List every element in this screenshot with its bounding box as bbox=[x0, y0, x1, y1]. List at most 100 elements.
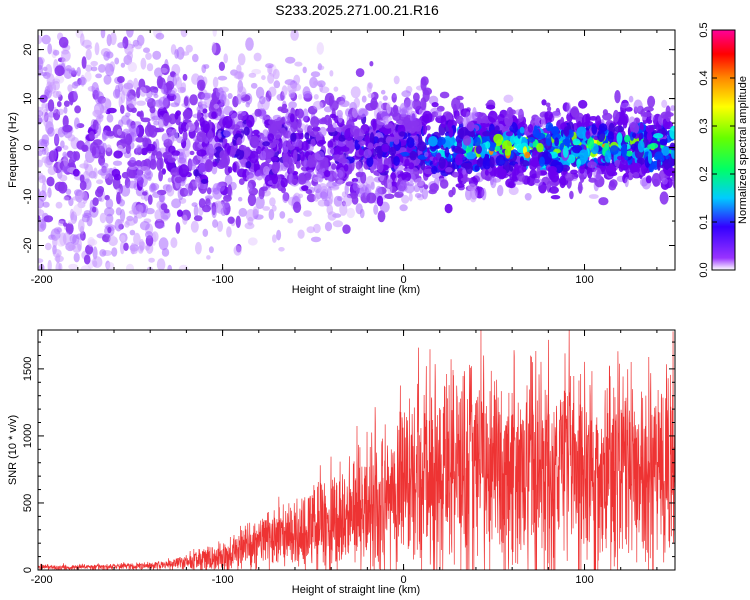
heatmap-cell bbox=[213, 103, 220, 109]
heatmap-cell bbox=[355, 171, 364, 178]
heatmap-cell bbox=[123, 128, 130, 135]
heatmap-cell bbox=[153, 93, 159, 99]
heatmap-cell bbox=[136, 87, 141, 99]
heatmap-cell bbox=[338, 100, 346, 107]
heatmap-cell bbox=[585, 130, 591, 140]
heatmap-cell bbox=[227, 93, 233, 99]
heatmap-cell bbox=[149, 158, 157, 170]
heatmap-cell bbox=[238, 196, 243, 202]
heatmap-cell bbox=[114, 57, 120, 65]
heatmap-cell bbox=[412, 99, 421, 110]
heatmap-cell bbox=[139, 241, 146, 251]
heatmap-cell bbox=[319, 191, 328, 199]
heatmap-cell bbox=[367, 92, 375, 99]
heatmap-cell bbox=[659, 138, 668, 146]
heatmap-cell bbox=[519, 126, 525, 134]
heatmap-cell bbox=[489, 156, 495, 169]
heatmap-cell bbox=[428, 136, 438, 147]
heatmap-cell bbox=[628, 95, 634, 103]
heatmap-cell bbox=[272, 139, 280, 145]
heatmap-cell bbox=[625, 150, 633, 157]
heatmap-cell bbox=[332, 181, 342, 187]
heatmap-cell bbox=[652, 178, 660, 187]
heatmap-cell bbox=[143, 47, 150, 53]
heatmap-cell bbox=[120, 62, 126, 68]
heatmap-cell bbox=[238, 145, 247, 151]
heatmap-cell bbox=[354, 128, 365, 141]
heatmap-cell bbox=[73, 151, 81, 161]
heatmap-cell bbox=[158, 237, 169, 251]
heatmap-cell bbox=[140, 147, 148, 156]
heatmap-cell bbox=[116, 128, 122, 136]
heatmap-cell bbox=[576, 158, 581, 168]
colorbar-tick-label: 0.0 bbox=[698, 262, 710, 277]
heatmap-cell bbox=[167, 264, 173, 270]
heatmap-cell bbox=[208, 246, 214, 254]
heatmap-cell bbox=[622, 115, 628, 129]
heatmap-cell bbox=[170, 102, 180, 108]
heatmap-cell bbox=[106, 107, 117, 114]
heatmap-cell bbox=[185, 122, 196, 132]
heatmap-cell bbox=[198, 132, 207, 138]
heatmap-cell bbox=[661, 177, 668, 185]
heatmap-cell bbox=[177, 157, 187, 164]
heatmap-cell bbox=[281, 85, 288, 97]
snr-y-axis-label: SNR (10 * v/v) bbox=[7, 415, 19, 485]
heatmap-cell bbox=[42, 175, 46, 185]
heatmap-y-tick-label: -10 bbox=[22, 189, 34, 205]
heatmap-cell bbox=[299, 151, 305, 162]
heatmap-cell bbox=[324, 170, 331, 178]
heatmap-cell bbox=[182, 148, 191, 158]
heatmap-cell bbox=[236, 137, 242, 146]
heatmap-cell bbox=[119, 241, 125, 255]
heatmap-cell bbox=[290, 113, 295, 123]
heatmap-cell bbox=[42, 201, 50, 208]
heatmap-cell bbox=[245, 161, 252, 169]
heatmap-cell bbox=[624, 155, 629, 161]
heatmap-cell bbox=[399, 102, 408, 116]
heatmap-cell bbox=[126, 51, 133, 61]
heatmap-cell bbox=[293, 149, 298, 163]
heatmap-cell bbox=[355, 203, 363, 215]
heatmap-blobs bbox=[38, 30, 675, 270]
heatmap-cell bbox=[247, 182, 253, 192]
heatmap-cell bbox=[96, 179, 104, 185]
heatmap-cell bbox=[423, 184, 429, 190]
heatmap-cell bbox=[598, 197, 609, 206]
heatmap-cell bbox=[591, 123, 598, 135]
heatmap-cell bbox=[181, 51, 190, 56]
heatmap-cell bbox=[204, 159, 213, 173]
heatmap-cell bbox=[247, 193, 257, 207]
heatmap-cell bbox=[42, 148, 47, 155]
heatmap-cell bbox=[91, 146, 97, 156]
heatmap-cell bbox=[92, 197, 99, 207]
heatmap-cell bbox=[182, 130, 188, 142]
heatmap-cell bbox=[47, 259, 52, 270]
heatmap-cell bbox=[413, 92, 420, 102]
heatmap-cell bbox=[104, 207, 115, 217]
heatmap-cell bbox=[61, 49, 71, 62]
heatmap-cell bbox=[268, 209, 275, 221]
heatmap-cell bbox=[357, 107, 368, 118]
heatmap-cell bbox=[97, 168, 109, 176]
heatmap-cell bbox=[536, 165, 541, 179]
heatmap-cell bbox=[136, 144, 142, 153]
heatmap-cell bbox=[223, 194, 232, 202]
heatmap-cell bbox=[354, 138, 361, 151]
heatmap-cell bbox=[291, 178, 299, 185]
heatmap-cell bbox=[245, 168, 256, 179]
heatmap-cell bbox=[44, 242, 52, 251]
heatmap-cell bbox=[107, 226, 112, 234]
heatmap-cell bbox=[570, 106, 579, 118]
heatmap-cell bbox=[156, 151, 163, 161]
heatmap-cell bbox=[506, 107, 514, 119]
heatmap-cell bbox=[55, 201, 63, 209]
heatmap-cell bbox=[380, 89, 386, 95]
heatmap-cell bbox=[469, 189, 478, 203]
heatmap-cell bbox=[297, 229, 305, 239]
heatmap-cell bbox=[472, 107, 477, 121]
heatmap-cell bbox=[180, 82, 187, 92]
heatmap-cell bbox=[618, 163, 624, 172]
heatmap-cell bbox=[100, 30, 106, 39]
heatmap-cell bbox=[249, 135, 260, 149]
